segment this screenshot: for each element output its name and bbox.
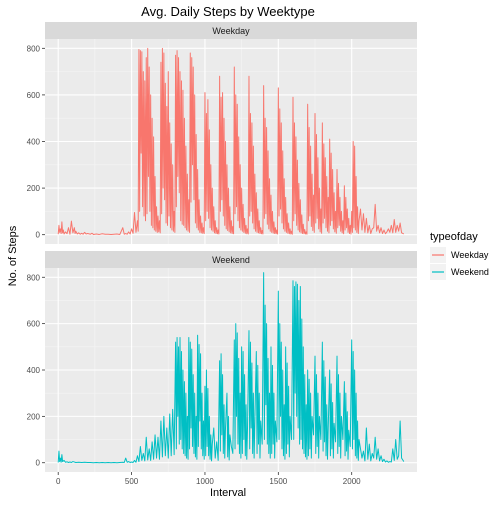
- strip-background-weekday: [45, 22, 417, 39]
- chart-title: Avg. Daily Steps by Weektype: [141, 4, 315, 19]
- x-tick-label: 500: [125, 477, 139, 486]
- y-axis-label: No. of Steps: [7, 225, 19, 286]
- x-axis-label: Interval: [210, 487, 246, 499]
- x-axis: 0 500 1000 1500 2000: [56, 472, 361, 486]
- legend-label-weekend: Weekend: [451, 267, 489, 277]
- legend: typeofday Weekday Weekend: [430, 231, 489, 280]
- panels-group: Weekday 0 200 400 600 800 Weekend 0 200 400 600 800…: [27, 22, 417, 486]
- y-tick-label: 800: [27, 44, 41, 53]
- panel-weekday: Weekday 0 200 400 600 800: [27, 22, 417, 244]
- y-tick-label: 800: [27, 273, 41, 282]
- y-tick-label: 400: [27, 138, 41, 147]
- panel-weekend: Weekend 0 200 400 600 800: [27, 251, 417, 472]
- y-tick-label: 0: [36, 231, 41, 240]
- y-tick-label: 200: [27, 412, 41, 421]
- y-tick-label: 200: [27, 184, 41, 193]
- x-tick-label: 1500: [269, 477, 287, 486]
- y-tick-label: 0: [36, 459, 41, 468]
- strip-label-weekday: Weekday: [212, 26, 250, 36]
- x-tick-label: 2000: [343, 477, 361, 486]
- legend-title: typeofday: [430, 231, 478, 243]
- y-tick-label: 600: [27, 91, 41, 100]
- legend-label-weekday: Weekday: [451, 250, 489, 260]
- strip-background-weekend: [45, 251, 417, 268]
- x-tick-label: 1000: [196, 477, 214, 486]
- y-tick-label: 400: [27, 366, 41, 375]
- x-tick-label: 0: [56, 477, 61, 486]
- y-tick-label: 600: [27, 320, 41, 329]
- series-line-weekday: [57, 47, 405, 235]
- strip-label-weekend: Weekend: [212, 255, 250, 265]
- series-line-weekend: [57, 272, 405, 464]
